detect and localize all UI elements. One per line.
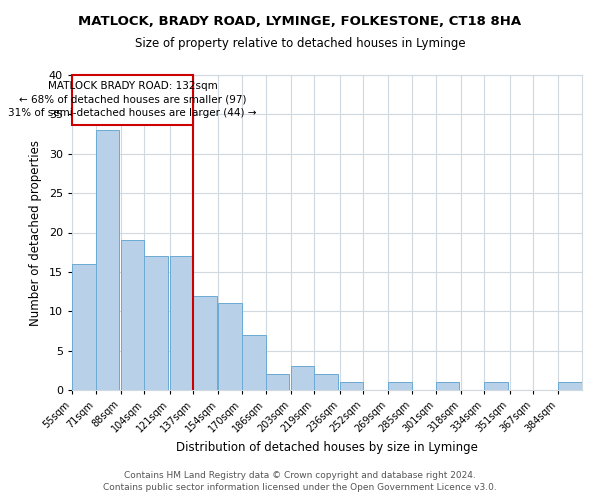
Bar: [388, 382, 412, 390]
Text: 31% of semi-detached houses are larger (44) →: 31% of semi-detached houses are larger (…: [8, 108, 257, 118]
Bar: [436, 382, 460, 390]
Text: ← 68% of detached houses are smaller (97): ← 68% of detached houses are smaller (97…: [19, 94, 247, 104]
Text: Contains public sector information licensed under the Open Government Licence v3: Contains public sector information licen…: [103, 484, 497, 492]
Bar: [121, 240, 145, 390]
Text: Contains HM Land Registry data © Crown copyright and database right 2024.: Contains HM Land Registry data © Crown c…: [124, 471, 476, 480]
FancyBboxPatch shape: [72, 75, 193, 126]
Bar: [145, 256, 168, 390]
Text: Size of property relative to detached houses in Lyminge: Size of property relative to detached ho…: [134, 38, 466, 51]
Bar: [193, 296, 217, 390]
Bar: [559, 382, 582, 390]
Bar: [340, 382, 363, 390]
Bar: [314, 374, 338, 390]
Bar: [95, 130, 119, 390]
Bar: [484, 382, 508, 390]
Y-axis label: Number of detached properties: Number of detached properties: [29, 140, 42, 326]
Bar: [291, 366, 314, 390]
Text: MATLOCK BRADY ROAD: 132sqm: MATLOCK BRADY ROAD: 132sqm: [48, 82, 217, 92]
X-axis label: Distribution of detached houses by size in Lyminge: Distribution of detached houses by size …: [176, 441, 478, 454]
Bar: [170, 256, 193, 390]
Bar: [72, 264, 95, 390]
Bar: [218, 304, 242, 390]
Bar: [266, 374, 289, 390]
Bar: [242, 335, 266, 390]
Text: MATLOCK, BRADY ROAD, LYMINGE, FOLKESTONE, CT18 8HA: MATLOCK, BRADY ROAD, LYMINGE, FOLKESTONE…: [79, 15, 521, 28]
